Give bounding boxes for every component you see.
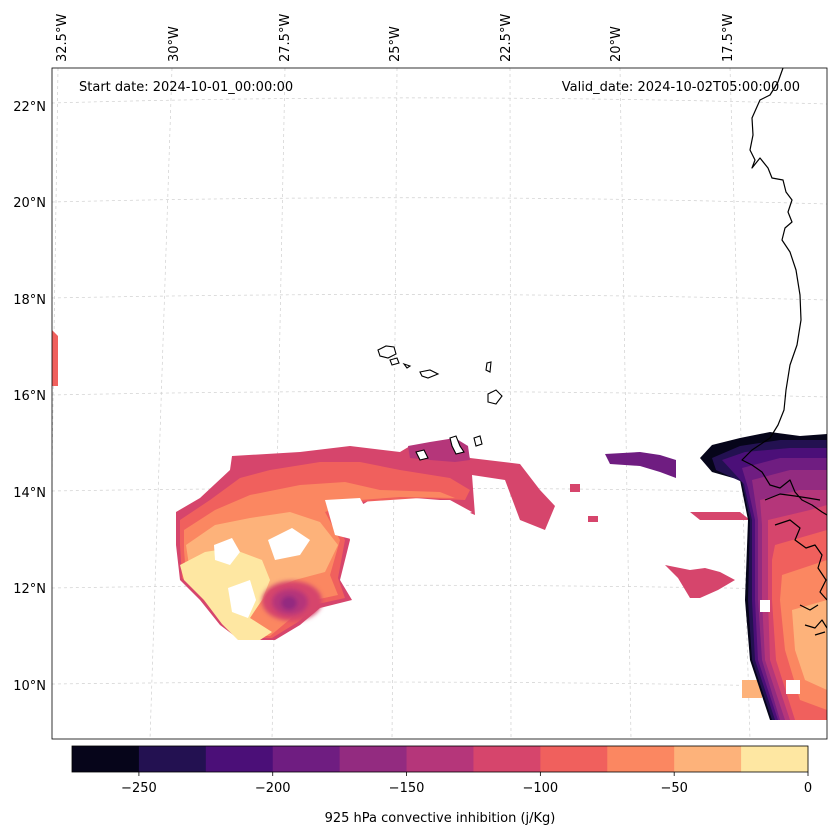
cin-blob-left-edge: [52, 330, 58, 386]
cin-hole-3: [268, 528, 310, 560]
colorbar-tick-label: −150: [389, 781, 425, 796]
colorbar-segment: [540, 746, 608, 772]
map-frame: [51, 67, 828, 740]
colorbar-segment: [406, 746, 474, 772]
valid-date-label: Valid_date: 2024-10-02T05:00:00.00: [562, 80, 800, 95]
colorbar-tick-label: −250: [121, 781, 157, 796]
colorbar-segment: [607, 746, 675, 772]
start-date-label: Start date: 2024-10-01_00:00:00: [79, 80, 293, 95]
colorbar-segment: [272, 746, 341, 772]
cin-hole-4: [325, 498, 372, 540]
lat-label-12n: 12°N: [13, 582, 46, 597]
lon-label-27-5w: 27.5°W: [278, 14, 293, 62]
cin-minimum-core: [262, 581, 322, 621]
colorbar-tick-label: −100: [523, 781, 559, 796]
colorbar-segments: [72, 746, 809, 772]
lat-label-16n: 16°N: [13, 389, 46, 404]
cin-hole-5: [418, 500, 472, 520]
longitude-labels: 32.5°W 30°W 27.5°W 25°W 22.5°W 20°W 17.5…: [55, 14, 736, 62]
colorbar-segment: [72, 746, 140, 772]
colorbar-segment: [674, 746, 742, 772]
cin-hole-2: [228, 580, 256, 618]
latitude-labels: 22°N 20°N 18°N 16°N 14°N 12°N 10°N: [13, 100, 46, 694]
cabo-verde-islands: [377, 345, 503, 461]
cin-field-main: [52, 330, 555, 640]
colorbar-segment: [138, 746, 207, 772]
coastline-guinea-bissau: [774, 519, 827, 636]
colorbar-segment: [339, 746, 408, 772]
coastline-gambia: [764, 493, 821, 501]
cin-hole-1: [214, 538, 240, 565]
colorbar-tick-label: 0: [804, 781, 812, 796]
lon-label-32-5w: 32.5°W: [55, 14, 70, 62]
colorbar-tick-label: −50: [660, 781, 687, 796]
colorbar-label: 925 hPa convective inhibition (j/Kg): [325, 811, 556, 826]
lat-label-10n: 10°N: [13, 679, 46, 694]
cin-band-palest: [180, 548, 272, 640]
lat-label-14n: 14°N: [13, 486, 46, 501]
colorbar-segment: [205, 746, 274, 772]
lon-label-22-5w: 22.5°W: [499, 14, 514, 62]
colorbar-segment: [473, 746, 541, 772]
colorbar-frame: [71, 745, 809, 773]
lat-label-20n: 20°N: [13, 196, 46, 211]
colorbar-segment: [741, 746, 809, 772]
lat-label-18n: 18°N: [13, 293, 46, 308]
lon-label-25w: 25°W: [388, 26, 403, 62]
map-area: Start date: 2024-10-01_00:00:00 Valid_da…: [52, 68, 827, 739]
colorbar: −250 −200 −150 −100 −50 0 925 hPa convective …: [71, 745, 812, 826]
cin-field-coast: [700, 432, 827, 720]
graticule: [52, 68, 827, 739]
lon-label-17-5w: 17.5°W: [721, 14, 736, 62]
lat-label-22n: 22°N: [13, 100, 46, 115]
lon-label-30w: 30°W: [167, 26, 182, 62]
lon-label-20w: 20°W: [609, 26, 624, 62]
coastline-africa: [741, 68, 827, 516]
colorbar-ticks: −250 −200 −150 −100 −50 0: [121, 772, 812, 796]
colorbar-tick-label: −200: [255, 781, 291, 796]
